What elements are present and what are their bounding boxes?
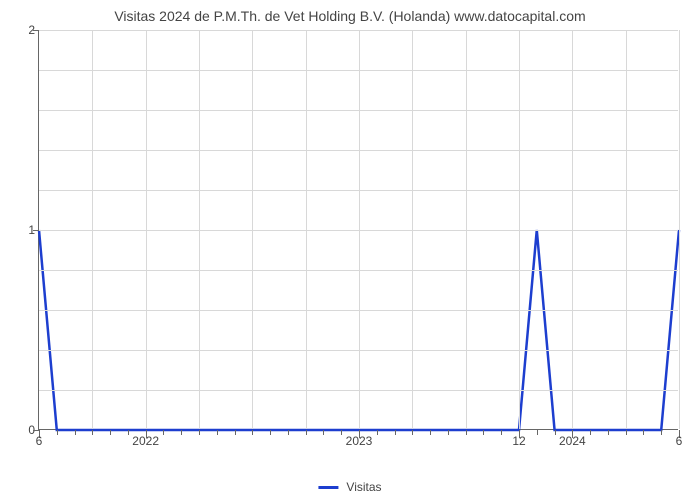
- x-tick-label: 6: [676, 434, 683, 448]
- chart-container: 0126202220231220246: [38, 30, 678, 450]
- plot-area: 0126202220231220246: [38, 30, 678, 430]
- x-minor-tick: [661, 430, 662, 435]
- x-minor-tick: [448, 430, 449, 435]
- gridline-horizontal-minor: [39, 270, 678, 271]
- x-tick-label: 12: [512, 434, 525, 448]
- x-minor-tick: [306, 430, 307, 435]
- x-tick-label: 2022: [132, 434, 159, 448]
- y-tick-mark: [33, 230, 39, 231]
- x-minor-tick: [341, 430, 342, 435]
- legend-swatch: [318, 486, 338, 489]
- x-minor-tick: [92, 430, 93, 435]
- x-minor-tick: [537, 430, 538, 435]
- legend-label: Visitas: [346, 480, 381, 494]
- gridline-horizontal-minor: [39, 150, 678, 151]
- gridline-horizontal-minor: [39, 310, 678, 311]
- x-minor-tick: [608, 430, 609, 435]
- legend: Visitas: [318, 480, 381, 494]
- x-minor-tick: [199, 430, 200, 435]
- gridline-horizontal-minor: [39, 350, 678, 351]
- gridline-horizontal-minor: [39, 390, 678, 391]
- x-minor-tick: [483, 430, 484, 435]
- x-minor-tick: [626, 430, 627, 435]
- gridline-horizontal-minor: [39, 70, 678, 71]
- gridline-horizontal: [39, 30, 678, 31]
- chart-title: Visitas 2024 de P.M.Th. de Vet Holding B…: [0, 0, 700, 24]
- x-minor-tick: [235, 430, 236, 435]
- x-minor-tick: [590, 430, 591, 435]
- x-minor-tick: [110, 430, 111, 435]
- x-minor-tick: [555, 430, 556, 435]
- x-minor-tick: [57, 430, 58, 435]
- x-tick-label: 2024: [559, 434, 586, 448]
- x-minor-tick: [395, 430, 396, 435]
- gridline-vertical: [679, 30, 680, 429]
- x-minor-tick: [75, 430, 76, 435]
- x-minor-tick: [323, 430, 324, 435]
- gridline-horizontal-minor: [39, 110, 678, 111]
- x-tick-label: 2023: [346, 434, 373, 448]
- x-minor-tick: [163, 430, 164, 435]
- y-tick-mark: [33, 30, 39, 31]
- x-minor-tick: [252, 430, 253, 435]
- x-minor-tick: [217, 430, 218, 435]
- x-minor-tick: [430, 430, 431, 435]
- x-minor-tick: [288, 430, 289, 435]
- x-minor-tick: [181, 430, 182, 435]
- gridline-horizontal: [39, 230, 678, 231]
- x-minor-tick: [128, 430, 129, 435]
- x-minor-tick: [466, 430, 467, 435]
- x-minor-tick: [412, 430, 413, 435]
- x-minor-tick: [270, 430, 271, 435]
- x-minor-tick: [643, 430, 644, 435]
- x-tick-label: 6: [36, 434, 43, 448]
- gridline-horizontal-minor: [39, 190, 678, 191]
- x-minor-tick: [377, 430, 378, 435]
- x-minor-tick: [501, 430, 502, 435]
